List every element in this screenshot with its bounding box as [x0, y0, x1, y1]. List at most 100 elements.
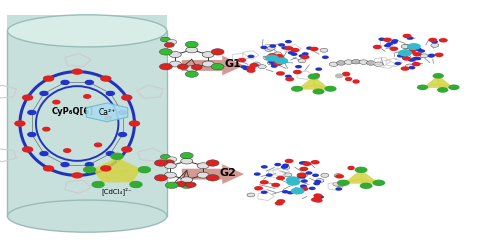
Circle shape — [247, 193, 255, 197]
Circle shape — [84, 167, 96, 173]
Circle shape — [264, 56, 272, 60]
Circle shape — [313, 193, 322, 198]
Circle shape — [297, 178, 305, 182]
Polygon shape — [182, 164, 244, 184]
Circle shape — [160, 37, 170, 42]
Circle shape — [276, 199, 285, 204]
Circle shape — [402, 56, 411, 61]
Circle shape — [180, 152, 193, 159]
Circle shape — [428, 54, 435, 58]
Circle shape — [282, 164, 289, 167]
Circle shape — [164, 163, 176, 169]
Circle shape — [418, 49, 425, 53]
Circle shape — [43, 166, 53, 171]
Circle shape — [310, 47, 319, 51]
Circle shape — [428, 54, 435, 57]
Circle shape — [40, 152, 48, 156]
Circle shape — [374, 62, 383, 66]
Circle shape — [268, 61, 275, 64]
Circle shape — [160, 154, 170, 159]
Circle shape — [302, 161, 309, 165]
Circle shape — [271, 183, 280, 187]
Circle shape — [378, 38, 385, 41]
Circle shape — [105, 116, 112, 120]
Circle shape — [352, 60, 361, 64]
Circle shape — [53, 100, 60, 104]
Circle shape — [129, 121, 139, 126]
Circle shape — [101, 166, 111, 171]
Circle shape — [313, 197, 322, 201]
Circle shape — [206, 160, 219, 166]
Circle shape — [288, 51, 295, 55]
Circle shape — [309, 187, 316, 190]
Circle shape — [274, 163, 281, 166]
Circle shape — [407, 49, 416, 54]
Circle shape — [247, 68, 255, 73]
Circle shape — [329, 62, 338, 66]
Circle shape — [154, 160, 167, 166]
Circle shape — [348, 166, 354, 169]
Circle shape — [285, 77, 294, 81]
Circle shape — [312, 174, 319, 177]
Circle shape — [295, 65, 302, 68]
Circle shape — [414, 50, 422, 54]
Circle shape — [85, 81, 93, 84]
Circle shape — [266, 173, 273, 177]
Circle shape — [266, 55, 275, 59]
Circle shape — [92, 182, 104, 187]
Circle shape — [398, 49, 412, 56]
Circle shape — [389, 46, 398, 51]
Circle shape — [72, 173, 82, 178]
Circle shape — [299, 173, 307, 177]
Circle shape — [273, 62, 282, 66]
Circle shape — [412, 52, 421, 56]
Text: CyP₆Q[6]: CyP₆Q[6] — [51, 107, 93, 116]
Circle shape — [272, 59, 281, 63]
Circle shape — [211, 49, 224, 55]
Circle shape — [301, 55, 310, 59]
Circle shape — [269, 44, 276, 48]
Circle shape — [301, 179, 308, 183]
Circle shape — [360, 183, 373, 189]
Circle shape — [299, 175, 306, 178]
Circle shape — [249, 63, 258, 67]
Circle shape — [191, 64, 202, 70]
Circle shape — [400, 66, 409, 71]
Circle shape — [299, 54, 306, 58]
Circle shape — [211, 63, 224, 70]
Circle shape — [271, 64, 278, 68]
Circle shape — [277, 57, 285, 61]
Polygon shape — [298, 77, 330, 89]
Circle shape — [15, 121, 25, 126]
Circle shape — [244, 66, 251, 69]
Circle shape — [337, 183, 345, 187]
Circle shape — [282, 165, 290, 169]
Circle shape — [278, 43, 285, 47]
Circle shape — [305, 171, 312, 175]
Circle shape — [181, 158, 193, 164]
Circle shape — [261, 190, 268, 194]
Circle shape — [439, 38, 448, 42]
Circle shape — [64, 149, 71, 152]
Circle shape — [180, 182, 193, 188]
Polygon shape — [86, 103, 128, 122]
Circle shape — [417, 84, 428, 90]
Circle shape — [119, 110, 126, 114]
Circle shape — [313, 182, 320, 185]
Circle shape — [431, 43, 439, 47]
Circle shape — [206, 175, 219, 181]
Circle shape — [248, 55, 254, 58]
Circle shape — [433, 73, 444, 79]
Circle shape — [337, 180, 350, 186]
Circle shape — [186, 66, 198, 72]
Circle shape — [336, 74, 343, 78]
Circle shape — [402, 44, 410, 48]
Circle shape — [405, 64, 413, 68]
Circle shape — [138, 167, 150, 173]
Circle shape — [284, 173, 292, 177]
Circle shape — [240, 65, 247, 69]
Circle shape — [343, 72, 350, 76]
Circle shape — [391, 39, 398, 42]
Circle shape — [28, 110, 36, 114]
Circle shape — [291, 187, 305, 194]
